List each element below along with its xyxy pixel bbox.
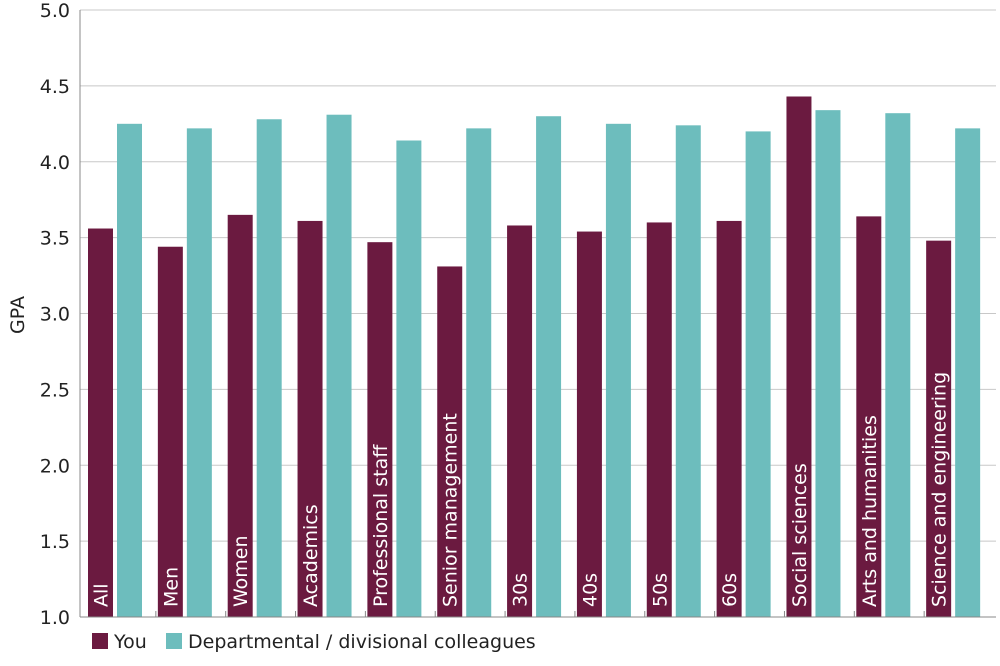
y-tick-label: 1.0: [40, 607, 70, 629]
y-axis-title: GPA: [7, 296, 29, 334]
category-label: Science and engineering: [929, 372, 951, 607]
bar-you: [926, 240, 952, 617]
category-label: All: [91, 583, 113, 607]
bar-you: [227, 214, 253, 618]
legend-label: You: [113, 631, 147, 653]
y-tick-label: 2.5: [40, 379, 70, 401]
category-label: Professional staff: [370, 444, 392, 607]
bar-colleagues: [745, 131, 771, 617]
y-tick-label: 4.5: [40, 76, 70, 98]
bar-colleagues: [326, 114, 352, 618]
legend: You Departmental / divisional colleagues: [92, 631, 536, 653]
y-tick-label: 1.5: [40, 531, 70, 553]
y-tick-label: 2.0: [40, 455, 70, 477]
legend-swatch: [92, 633, 108, 649]
bar-you: [786, 96, 812, 617]
bar-colleagues: [885, 113, 911, 617]
y-tick-label: 4.0: [40, 152, 70, 174]
legend-label: Departmental / divisional colleagues: [188, 631, 536, 653]
bar-colleagues: [675, 125, 701, 617]
bar-colleagues: [186, 128, 212, 618]
category-label: Men: [160, 567, 182, 607]
bar-colleagues: [815, 110, 841, 617]
bar-you: [507, 225, 533, 618]
bar-layer: [88, 96, 981, 618]
category-label: 40s: [579, 573, 601, 607]
bar-colleagues: [466, 128, 492, 618]
bar-colleagues: [117, 123, 142, 617]
bar-you: [646, 222, 672, 617]
bar-you: [437, 266, 463, 617]
category-label: Women: [230, 535, 252, 607]
bar-you: [88, 228, 113, 617]
category-label: Arts and humanities: [859, 415, 881, 607]
bar-you: [297, 220, 323, 617]
bar-you: [716, 220, 742, 617]
axis-layer: 1.0 1.5 2.0 2.5 3.0 3.5 4.0 4.5 5.0: [40, 0, 996, 629]
category-label: 30s: [510, 573, 532, 607]
category-label: Senior management: [440, 413, 462, 607]
legend-swatch: [166, 633, 182, 649]
category-label: 50s: [649, 573, 671, 607]
bar-you: [157, 246, 183, 618]
category-label: Social sciences: [789, 463, 811, 607]
bar-colleagues: [256, 119, 282, 617]
bar-you: [367, 242, 393, 618]
bar-colleagues: [396, 140, 422, 617]
bar-you: [576, 231, 602, 617]
y-tick-label: 3.5: [40, 228, 70, 250]
bar-colleagues: [536, 116, 562, 617]
y-tick-label: 3.0: [40, 304, 70, 326]
category-label: 60s: [719, 573, 741, 607]
label-layer: All Men Women Academics Professional staff Se…: [91, 372, 951, 607]
category-label: Academics: [300, 504, 322, 607]
bar-you: [856, 216, 882, 617]
bar-colleagues: [955, 128, 981, 618]
bar-colleagues: [605, 123, 631, 617]
y-tick-label: 5.0: [40, 0, 70, 22]
